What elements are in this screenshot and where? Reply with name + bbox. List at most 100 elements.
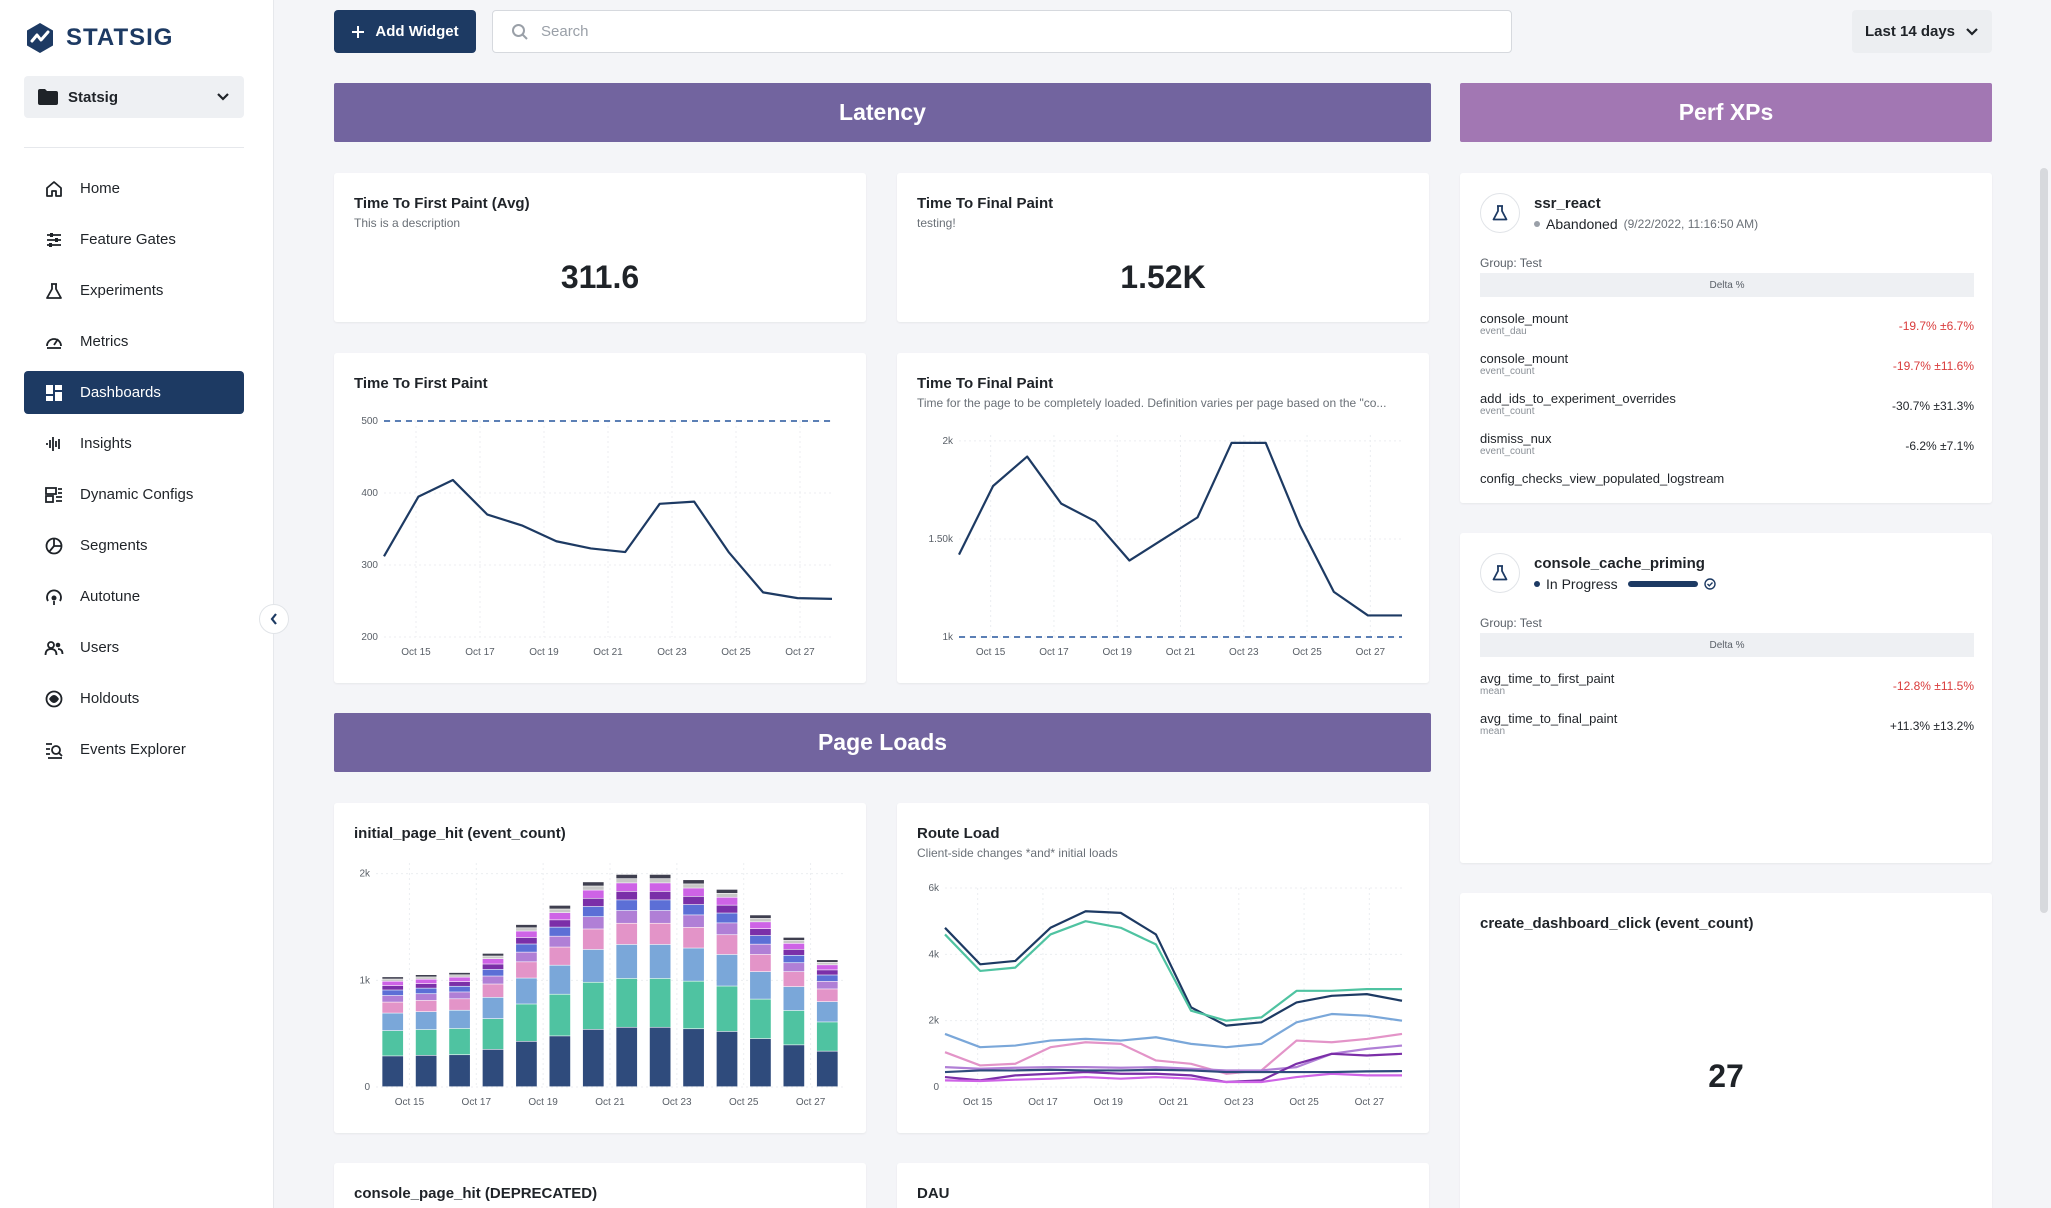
- sidebar-item-dynamic-configs[interactable]: Dynamic Configs: [24, 473, 244, 516]
- metric-delta: -30.7% ±31.3%: [1892, 399, 1974, 413]
- sidebar-item-label: Segments: [80, 537, 148, 554]
- x-tick-label: Oct 15: [963, 1097, 993, 1108]
- sidebar-item-label: Dynamic Configs: [80, 486, 194, 503]
- metric-row[interactable]: config_checks_view_populated_logstream: [1480, 471, 1974, 503]
- bar-segment: [582, 949, 604, 982]
- chart-card-route-load[interactable]: Route Load Client-side changes *and* ini…: [897, 803, 1429, 1133]
- y-tick-label: 1k: [942, 632, 954, 643]
- chart-card-initial-page-hit[interactable]: initial_page_hit (event_count) 0 1k 2k Oct …: [334, 803, 866, 1133]
- experiment-card-console-cache-priming[interactable]: console_cache_priming In Progress Group:…: [1460, 533, 1992, 863]
- bar-segment: [582, 929, 604, 950]
- experiment-name[interactable]: console_cache_priming: [1534, 555, 1705, 572]
- sidebar: STATSIG Statsig Home Feature Gates Experim…: [0, 0, 274, 1208]
- bar-segment: [750, 1038, 771, 1087]
- experiment-header: console_cache_priming In Progress: [1480, 553, 1716, 593]
- search-input[interactable]: [541, 23, 1441, 40]
- x-tick-label: Oct 21: [595, 1097, 625, 1108]
- y-tick-label: 1k: [359, 975, 371, 986]
- sidebar-item-segments[interactable]: Segments: [24, 524, 244, 567]
- bar-segment: [816, 989, 838, 1002]
- sidebar-item-autotune[interactable]: Autotune: [24, 575, 244, 618]
- experiment-card-ssr-react[interactable]: ssr_react Abandoned (9/22/2022, 11:16:50…: [1460, 173, 1992, 503]
- series-line: [958, 441, 1402, 617]
- statsig-logo[interactable]: STATSIG: [24, 22, 173, 54]
- bar-segment: [683, 888, 704, 897]
- bar-segment: [482, 953, 504, 956]
- x-tick-label: Oct 27: [796, 1097, 826, 1108]
- chart-card-dau[interactable]: DAU: [897, 1163, 1429, 1208]
- series-line: [944, 1012, 1403, 1049]
- sidebar-item-feature-gates[interactable]: Feature Gates: [24, 218, 244, 261]
- sidebar-item-insights[interactable]: Insights: [24, 422, 244, 465]
- bar-segment: [750, 935, 771, 944]
- bar-segment: [382, 977, 404, 979]
- chart-card-console-page-hit[interactable]: console_page_hit (DEPRECATED): [334, 1163, 866, 1208]
- metric-subtype: mean: [1480, 686, 1506, 697]
- experiment-name[interactable]: ssr_react: [1534, 195, 1601, 212]
- bar-segment: [716, 1031, 738, 1087]
- search-box[interactable]: [492, 10, 1512, 53]
- x-tick-label: Oct 21: [1166, 647, 1196, 658]
- x-tick-label: Oct 25: [1289, 1097, 1319, 1108]
- x-tick-label: Oct 15: [976, 647, 1006, 658]
- add-widget-button[interactable]: Add Widget: [334, 10, 476, 53]
- sidebar-item-label: Feature Gates: [80, 231, 176, 248]
- card-description: Time for the page to be completely loade…: [917, 396, 1387, 410]
- bar-segment: [783, 972, 805, 987]
- sidebar-item-metrics[interactable]: Metrics: [24, 320, 244, 363]
- home-icon: [46, 180, 62, 197]
- bar-segment: [750, 954, 771, 972]
- project-selector[interactable]: Statsig: [24, 76, 244, 118]
- metric-delta: +11.3% ±13.2%: [1889, 719, 1974, 733]
- date-range-selector[interactable]: Last 14 days: [1852, 10, 1992, 53]
- y-tick-label: 4k: [928, 949, 940, 960]
- bar-segment: [482, 997, 504, 1019]
- sidebar-collapse-button[interactable]: [259, 604, 289, 634]
- card-title: Time To Final Paint: [917, 375, 1054, 392]
- sidebar-item-users[interactable]: Users: [24, 626, 244, 669]
- x-tick-label: Oct 27: [785, 647, 815, 658]
- stat-card-first-paint-avg[interactable]: Time To First Paint (Avg) This is a desc…: [334, 173, 866, 322]
- check-circle-icon: [1703, 578, 1716, 590]
- sidebar-item-holdouts[interactable]: Holdouts: [24, 677, 244, 720]
- page-scrollbar[interactable]: [2040, 168, 2048, 913]
- sidebar-item-experiments[interactable]: Experiments: [24, 269, 244, 312]
- sidebar-item-dashboards[interactable]: Dashboards: [24, 371, 244, 414]
- metric-row[interactable]: dismiss_nux event_count -6.2% ±7.1%: [1480, 431, 1974, 471]
- status-label: Abandoned: [1546, 216, 1618, 232]
- bar-segment: [750, 918, 771, 922]
- bar-segment: [750, 944, 771, 955]
- x-tick-label: Oct 25: [721, 647, 751, 658]
- card-description: This is a description: [354, 216, 461, 230]
- bar-segment: [616, 900, 638, 911]
- metric-row[interactable]: avg_time_to_final_paint mean +11.3% ±13.2%: [1480, 711, 1974, 751]
- bar-segment: [382, 981, 404, 986]
- metric-row[interactable]: add_ids_to_experiment_overrides event_cou…: [1480, 391, 1974, 431]
- bar-segment: [582, 886, 604, 890]
- stat-card-create-dashboard-click[interactable]: create_dashboard_click (event_count) 27: [1460, 893, 1992, 1208]
- bar-segment: [415, 979, 437, 984]
- bar-segment: [516, 944, 537, 952]
- metric-row[interactable]: console_mount event_count -19.7% ±11.6%: [1480, 351, 1974, 391]
- stat-value: 1.52K: [1120, 259, 1206, 295]
- bar-segment: [382, 1056, 404, 1087]
- bar-segment: [616, 891, 638, 900]
- chart-card-time-to-first-paint[interactable]: Time To First Paint 200 300 400 500 Oct 15 Oc…: [334, 353, 866, 683]
- sidebar-item-events-explorer[interactable]: Events Explorer: [24, 728, 244, 771]
- waveform-icon: [46, 436, 60, 451]
- bar-segment: [683, 1029, 704, 1087]
- route-load-chart: 0 2k 4k 6k Oct 15 Oct 17 Oct 19 Oct 21 Oct 23 Oct…: [928, 883, 1403, 1108]
- bar-segment: [683, 981, 704, 1029]
- bar-segment: [582, 982, 604, 1030]
- sidebar-item-home[interactable]: Home: [24, 167, 244, 210]
- metric-subtype: event_dau: [1480, 326, 1527, 337]
- x-tick-label: Oct 19: [528, 1097, 558, 1108]
- experiment-avatar: [1480, 553, 1520, 593]
- bar-segment: [382, 1013, 404, 1031]
- chart-card-time-to-final-paint[interactable]: Time To Final Paint Time for the page to…: [897, 353, 1429, 683]
- stat-card-final-paint[interactable]: Time To Final Paint testing! 1.52K: [897, 173, 1429, 322]
- metric-row[interactable]: console_mount event_dau -19.7% ±6.7%: [1480, 311, 1974, 351]
- metric-row[interactable]: avg_time_to_first_paint mean -12.8% ±11.5%: [1480, 671, 1974, 711]
- bar-segment: [516, 928, 537, 931]
- holdout-icon: [45, 690, 63, 707]
